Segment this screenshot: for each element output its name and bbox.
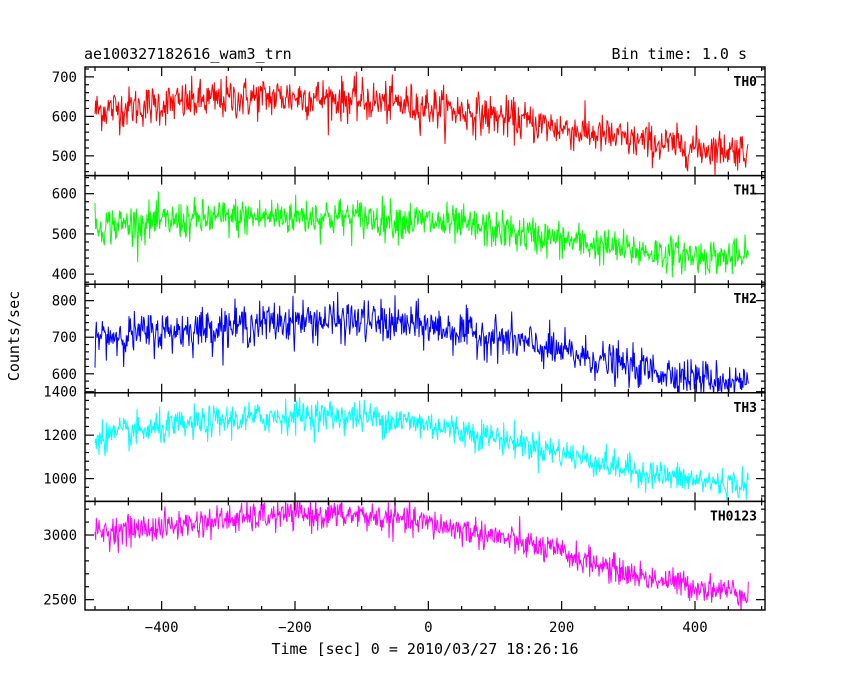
panel-th1: 400 500 600 TH1 — [52, 174, 766, 285]
x-tick-label: 200 — [549, 620, 574, 636]
x-tick-label: 400 — [682, 620, 707, 636]
panel-th2: 600 700 800 TH2 — [52, 283, 766, 394]
y-tick-label: 3000 — [43, 528, 77, 544]
series-line-th2 — [94, 291, 749, 393]
panel-label-th2: TH2 — [734, 292, 757, 307]
y-tick-label: 700 — [52, 70, 77, 86]
series-line-th1 — [94, 191, 749, 278]
y-tick-label: 500 — [52, 149, 77, 165]
panel-frame — [84, 392, 766, 503]
panel-th0: 500 600 700 TH0 — [52, 66, 766, 177]
panel-th0123: 2500 3000 TH0123 — [43, 500, 766, 611]
y-tick-label: 400 — [52, 267, 77, 283]
panel-frame — [84, 500, 766, 611]
y-tick-label: 600 — [52, 367, 77, 383]
panel-th3: 1000 1200 1400 TH3 — [43, 385, 766, 503]
bin-time-label: Bin time: 1.0 s — [612, 45, 747, 63]
x-tick-label: −400 — [145, 620, 179, 636]
y-axis-label: Counts/sec — [5, 291, 23, 381]
series-line-th0123 — [94, 501, 749, 610]
series-line-th3 — [94, 397, 749, 501]
series-line-th0 — [94, 71, 749, 176]
panel-frame — [84, 174, 766, 285]
x-axis: −400 −200 0 200 400 — [145, 620, 708, 636]
panel-label-th0123: TH0123 — [710, 509, 757, 524]
x-tick-label: −200 — [278, 620, 312, 636]
y-tick-label: 600 — [52, 109, 77, 125]
chart-title: ae100327182616_wam3_trn — [84, 45, 292, 63]
panel-label-th1: TH1 — [734, 184, 758, 199]
panels-group: 500 600 700 TH0 400 500 600 TH1 600 700 800 TH2 1000… — [43, 66, 766, 611]
y-tick-label: 1200 — [43, 428, 77, 444]
y-tick-label: 1400 — [43, 385, 77, 401]
y-tick-label: 800 — [52, 294, 77, 310]
y-tick-label: 600 — [52, 187, 77, 203]
y-tick-label: 700 — [52, 330, 77, 346]
panel-label-th3: TH3 — [734, 401, 757, 416]
y-tick-label: 2500 — [43, 593, 77, 609]
x-axis-label: Time [sec] 0 = 2010/03/27 18:26:16 — [271, 640, 578, 658]
y-tick-label: 500 — [52, 227, 77, 243]
x-tick-label: 0 — [424, 620, 432, 636]
y-tick-label: 1000 — [43, 472, 77, 488]
panel-frame — [84, 66, 766, 177]
panel-label-th0: TH0 — [734, 75, 758, 90]
